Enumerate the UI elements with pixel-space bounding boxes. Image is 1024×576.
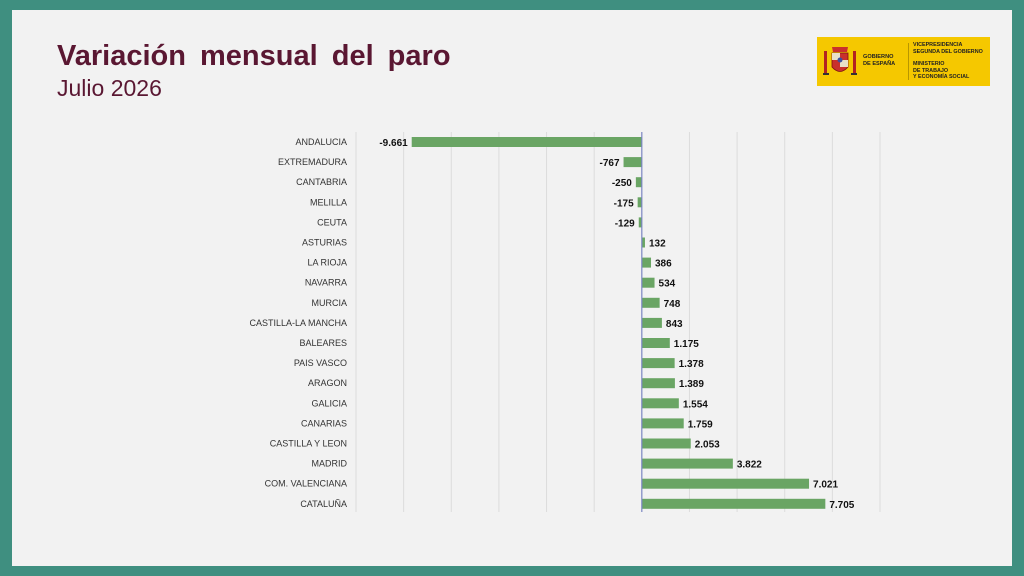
- category-label: COM. VALENCIANA: [265, 479, 347, 489]
- data-label: 7.705: [829, 500, 854, 511]
- category-label: CEUTA: [317, 217, 347, 227]
- coat-of-arms-icon: [823, 47, 857, 75]
- category-label: CANTABRIA: [296, 177, 347, 187]
- bar: [641, 478, 810, 489]
- data-label: 2.053: [695, 440, 720, 451]
- bar: [641, 237, 645, 248]
- data-label: -129: [615, 218, 635, 229]
- category-label: GALICIA: [311, 398, 347, 408]
- government-logo: GOBIERNO DE ESPAÑA VICEPRESIDENCIA SEGUN…: [817, 37, 990, 86]
- data-label: 1.554: [683, 399, 708, 410]
- bar: [635, 177, 642, 188]
- category-label: ARAGON: [308, 378, 347, 388]
- category-label: BALEARES: [299, 338, 347, 348]
- data-label: -9.661: [379, 138, 408, 149]
- category-label: CASTILLA Y LEON: [270, 439, 347, 449]
- category-label: PAIS VASCO: [294, 358, 347, 368]
- data-label: -250: [612, 178, 632, 189]
- category-label: ASTURIAS: [302, 238, 347, 248]
- bar: [411, 137, 642, 147]
- category-label: LA RIOJA: [307, 258, 347, 268]
- bar: [641, 317, 662, 328]
- bar: [638, 217, 642, 228]
- bar: [637, 197, 642, 208]
- bar: [641, 458, 733, 469]
- bar: [641, 438, 691, 449]
- page-title: Variación mensual del paro: [57, 40, 451, 72]
- bar: [641, 297, 660, 308]
- bar: [641, 498, 826, 509]
- data-label: 3.822: [737, 460, 762, 471]
- logo-text-ministerio: VICEPRESIDENCIA SEGUNDA DEL GOBIERNO MIN…: [913, 42, 983, 81]
- data-label: 1.175: [674, 339, 699, 350]
- category-label: CANARIAS: [301, 418, 347, 428]
- category-label: NAVARRA: [305, 278, 347, 288]
- data-label: 386: [655, 259, 672, 270]
- bar: [641, 257, 652, 268]
- bar: [641, 398, 679, 409]
- logo-text-gobierno: GOBIERNO DE ESPAÑA: [863, 54, 896, 67]
- data-label: 1.378: [679, 359, 704, 370]
- category-label: MADRID: [312, 459, 348, 469]
- bar: [641, 358, 675, 369]
- data-label: 1.389: [679, 379, 704, 390]
- category-label: CATALUÑA: [300, 499, 347, 509]
- data-label: 843: [666, 319, 683, 330]
- data-label: 7.021: [813, 480, 838, 491]
- bar: [641, 378, 675, 389]
- category-label: CASTILLA-LA MANCHA: [249, 318, 347, 328]
- bar: [641, 418, 684, 429]
- category-label: MELILLA: [310, 197, 347, 207]
- bar: [641, 277, 655, 288]
- data-label: -767: [600, 158, 620, 169]
- data-label: 534: [659, 279, 676, 290]
- bar: [623, 157, 642, 168]
- data-label: 748: [664, 299, 681, 310]
- data-label: -175: [614, 198, 634, 209]
- category-label: EXTREMADURA: [278, 157, 347, 167]
- bar: [641, 338, 670, 348]
- data-label: 132: [649, 239, 666, 250]
- slide: Variación mensual del paro Julio 2026 GO…: [12, 10, 1012, 566]
- logo-divider: [908, 43, 909, 80]
- category-label: MURCIA: [312, 298, 348, 308]
- category-label: ANDALUCIA: [295, 137, 347, 147]
- page-subtitle: Julio 2026: [57, 75, 162, 101]
- data-label: 1.759: [688, 419, 713, 430]
